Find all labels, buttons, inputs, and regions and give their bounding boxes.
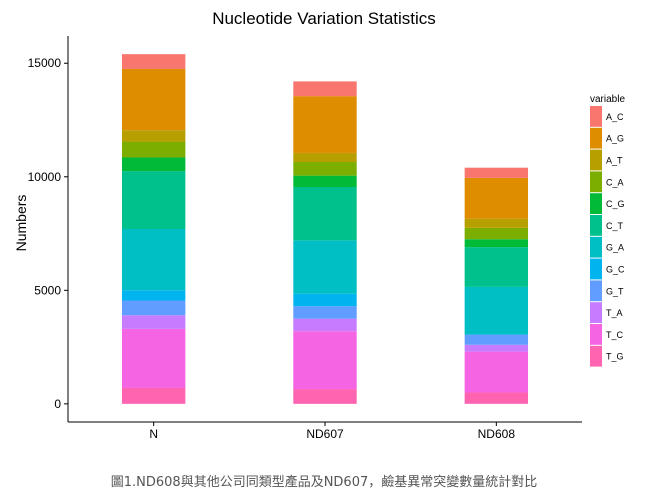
legend: variable A_C A_G A_T C_A C_G C_T G_A G_C G_T T_A T_… [590, 94, 625, 367]
legend-key-t-c [590, 324, 602, 345]
legend-key-c-t [590, 215, 602, 236]
legend-label-g-c: G_C [606, 265, 625, 275]
bar-segment-nd607-t-g [293, 389, 357, 404]
legend-label-c-t: C_T [606, 221, 624, 231]
bar-segment-nd608-c-a [464, 227, 529, 240]
legend-key-a-t [590, 149, 602, 171]
legend-label-t-c: T_C [606, 330, 624, 340]
bar-segment-n-c-t [121, 171, 186, 229]
legend-title: variable [590, 94, 625, 105]
bar-segment-n-a-g [121, 68, 186, 131]
figure-caption: 圖1.ND608與其他公司同類型產品及ND607，鹼基異常突變數量統計對比 [110, 475, 538, 490]
bar-segment-n-g-a [121, 229, 186, 291]
y-tick-label: 5000 [34, 283, 61, 297]
bar-segment-n-a-c [121, 54, 186, 69]
bar-segment-nd607-g-a [293, 240, 357, 294]
legend-key-g-t [590, 280, 602, 302]
bar-segment-nd607-g-c [293, 293, 357, 307]
bar-segment-n-a-t [121, 130, 186, 142]
legend-key-a-g [590, 127, 602, 149]
legend-key-c-a [590, 171, 602, 193]
bar-segment-n-c-a [121, 141, 186, 158]
bar-segment-nd607-c-g [293, 175, 357, 187]
legend-label-g-t: G_T [606, 286, 624, 296]
legend-key-t-a [590, 302, 602, 323]
axes: 0 5000 10000 15000 N ND607 ND608 [28, 36, 582, 441]
legend-key-g-c [590, 258, 602, 280]
legend-key-c-g [590, 193, 602, 214]
legend-key-a-c [590, 106, 602, 127]
x-tick-label: ND608 [478, 427, 516, 441]
bar-segment-n-c-g [121, 157, 186, 172]
bars [121, 54, 529, 404]
legend-key-t-g [590, 345, 602, 367]
bar-segment-nd608-g-t [464, 334, 529, 345]
legend-label-a-t: A_T [606, 156, 623, 166]
chart-title: Nucleotide Variation Statistics [212, 9, 436, 28]
bar-segment-nd608-a-t [464, 218, 529, 228]
legend-label-c-g: C_G [606, 199, 625, 209]
x-tick-label: ND607 [306, 427, 344, 441]
bar-segment-nd608-a-c [464, 167, 529, 178]
bar-segment-n-t-g [121, 387, 186, 404]
bar-segment-nd607-g-t [293, 306, 357, 319]
legend-label-t-a: T_A [606, 308, 623, 318]
bar-segment-nd608-c-t [464, 247, 529, 287]
legend-label-c-a: C_A [606, 177, 624, 187]
legend-label-a-g: A_G [606, 134, 624, 144]
bar-segment-nd607-t-c [293, 331, 357, 390]
bar-segment-n-t-c [121, 328, 186, 388]
legend-label-a-c: A_C [606, 112, 624, 122]
legend-label-g-a: G_A [606, 243, 624, 253]
y-tick-label: 10000 [28, 170, 62, 184]
y-tick-label: 15000 [28, 56, 62, 70]
bar-segment-nd607-a-t [293, 152, 357, 163]
bar-segment-n-g-t [121, 300, 186, 316]
bar-segment-nd607-c-a [293, 162, 357, 176]
bar-segment-nd607-a-g [293, 96, 357, 153]
bar-segment-nd608-t-a [464, 344, 529, 352]
bar-segment-n-g-c [121, 290, 186, 301]
bar-segment-nd608-a-g [464, 177, 529, 219]
bar-segment-nd608-g-a [464, 286, 529, 335]
y-axis-label: Numbers [13, 195, 29, 252]
bar-segment-nd607-a-c [293, 81, 357, 97]
bar-segment-n-t-a [121, 315, 186, 329]
bar-segment-nd607-t-a [293, 318, 357, 332]
bar-segment-nd607-c-t [293, 186, 357, 241]
x-tick-label: N [149, 427, 158, 441]
legend-label-t-g: T_G [606, 352, 624, 362]
bar-segment-nd608-c-g [464, 239, 529, 248]
bar-segment-nd608-t-g [464, 392, 529, 404]
legend-key-g-a [590, 236, 602, 258]
bar-segment-nd608-t-c [464, 351, 529, 393]
y-tick-label: 0 [54, 397, 61, 411]
